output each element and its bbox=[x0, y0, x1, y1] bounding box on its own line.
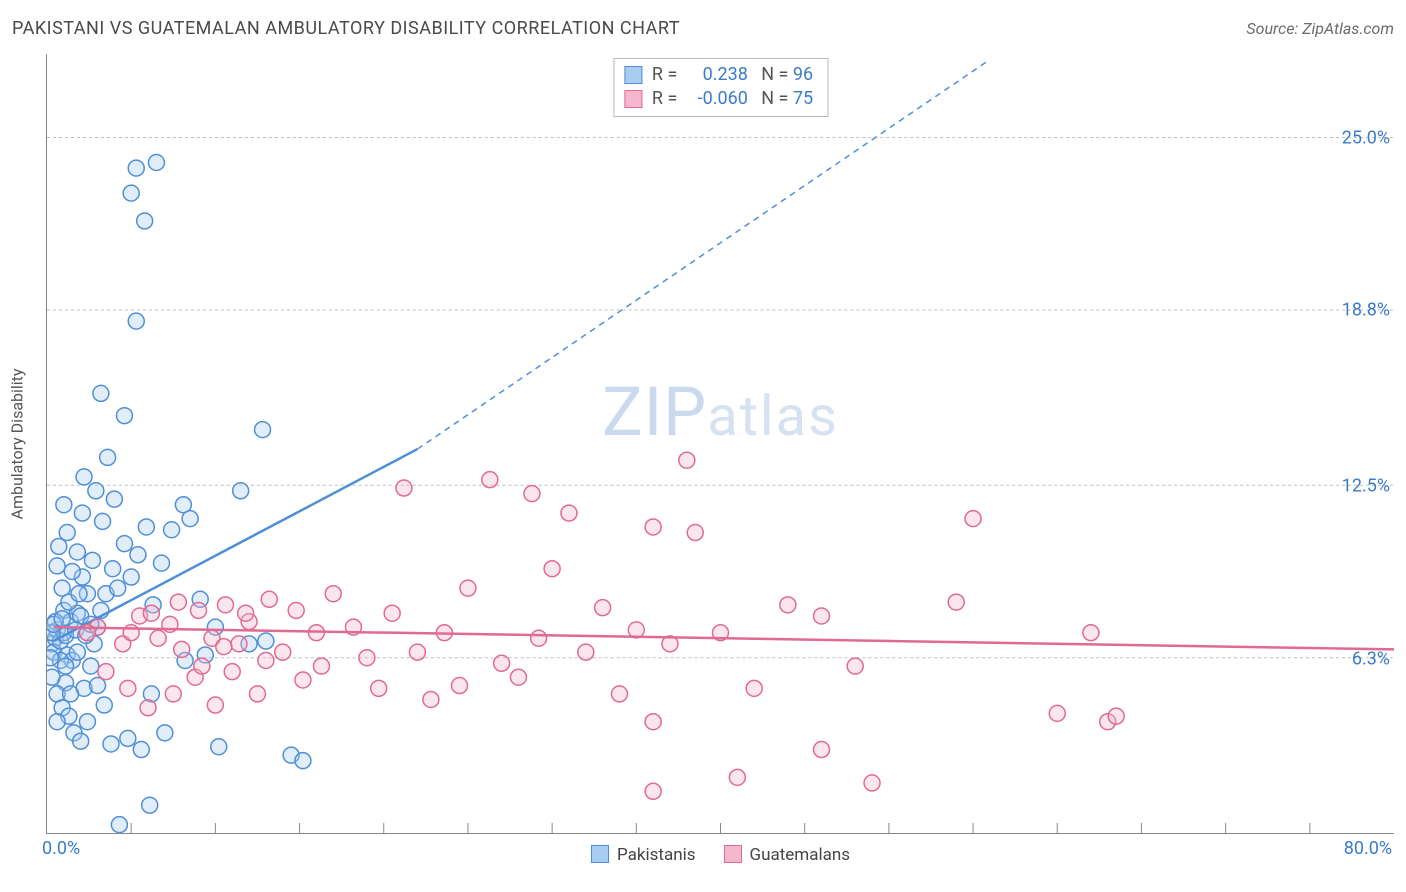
series-name: Pakistanis bbox=[617, 845, 696, 865]
chart-area: Ambulatory Disability ZIPatlas 6.3%12.5%… bbox=[46, 54, 1394, 834]
stats-legend-row: R = -0.060 N = 75 bbox=[624, 87, 813, 111]
r-value: -0.060 bbox=[682, 87, 748, 111]
n-label: N = bbox=[748, 87, 793, 111]
legend-swatch bbox=[724, 845, 742, 863]
n-label: N = bbox=[748, 63, 793, 87]
y-tick-label: 18.8% bbox=[1342, 300, 1390, 321]
y-axis-label: Ambulatory Disability bbox=[8, 368, 27, 519]
r-label: R = bbox=[652, 87, 682, 111]
n-value: 96 bbox=[793, 63, 813, 87]
r-value: 0.238 bbox=[682, 63, 748, 87]
y-tick-label: 12.5% bbox=[1342, 475, 1390, 496]
series-legend-item: Pakistanis bbox=[591, 845, 696, 865]
legend-swatch bbox=[591, 845, 609, 863]
stats-legend-row: R = 0.238 N = 96 bbox=[624, 63, 813, 87]
chart-svg bbox=[47, 54, 1394, 833]
source-label: Source: ZipAtlas.com bbox=[1246, 19, 1394, 38]
y-tick-label: 25.0% bbox=[1342, 127, 1390, 148]
series-legend-item: Guatemalans bbox=[724, 845, 850, 865]
r-label: R = bbox=[652, 63, 682, 87]
stats-legend: R = 0.238 N = 96R = -0.060 N = 75 bbox=[613, 58, 828, 117]
legend-swatch bbox=[624, 90, 642, 108]
series-name: Guatemalans bbox=[750, 845, 850, 865]
chart-title: PAKISTANI VS GUATEMALAN AMBULATORY DISAB… bbox=[12, 18, 680, 39]
legend-swatch bbox=[624, 66, 642, 84]
y-tick-label: 6.3% bbox=[1352, 648, 1390, 669]
n-value: 75 bbox=[793, 87, 813, 111]
series-legend: Pakistanis Guatemalans bbox=[47, 845, 1394, 865]
